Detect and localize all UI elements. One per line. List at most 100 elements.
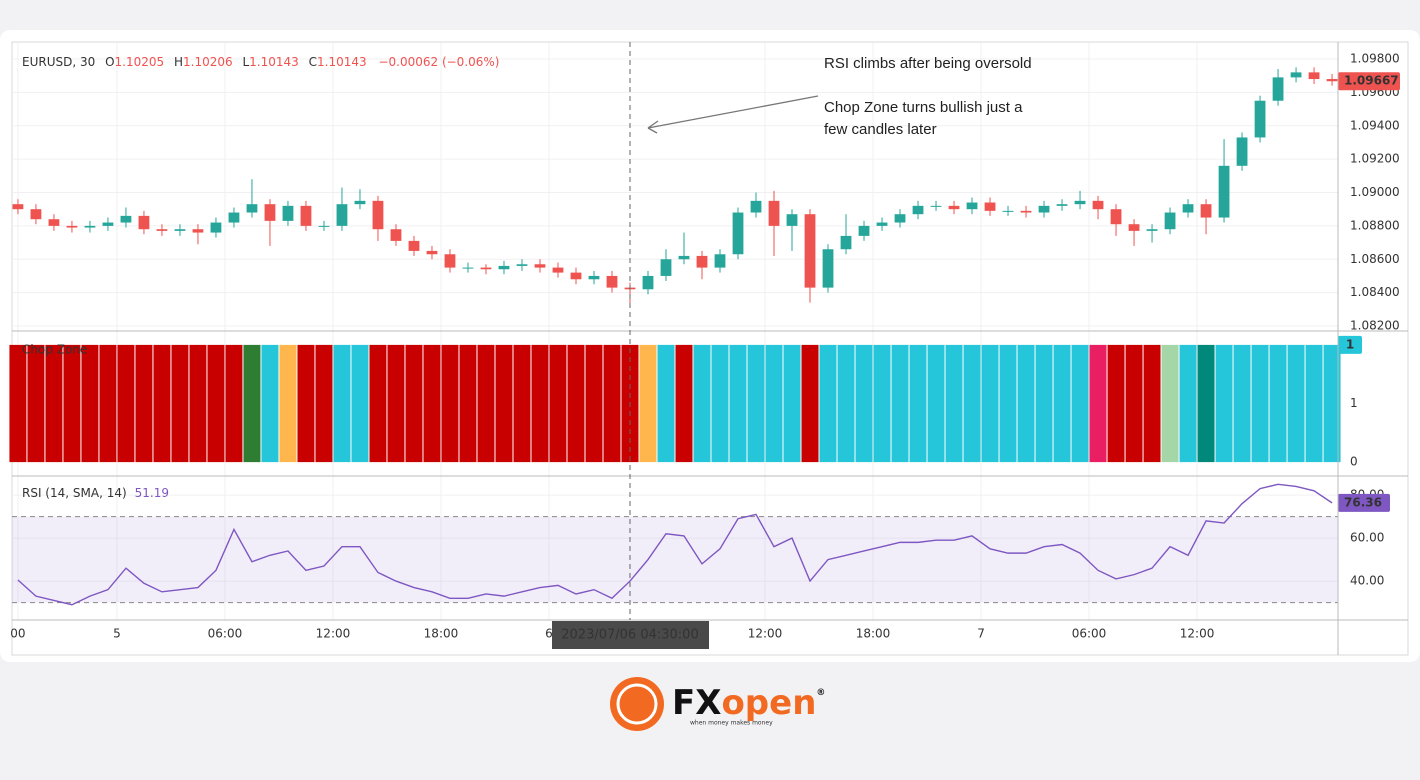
candle-body bbox=[1218, 165, 1230, 218]
candle-body bbox=[300, 205, 312, 226]
chop-bar bbox=[315, 344, 333, 463]
chop-bar bbox=[171, 344, 189, 463]
annotation: RSI climbs after being oversold bbox=[824, 55, 1032, 72]
candle-body bbox=[228, 212, 240, 223]
y-tick-label: 1.08400 bbox=[1350, 285, 1400, 299]
chop-bar bbox=[1179, 344, 1197, 463]
ohlc-value: 1.10143 bbox=[249, 55, 299, 69]
ohlc-value: 1.10206 bbox=[183, 55, 233, 69]
candle-body bbox=[174, 229, 186, 231]
y-tick-label: 40.00 bbox=[1350, 574, 1384, 588]
candle-body bbox=[138, 215, 150, 230]
chop-bar bbox=[189, 344, 207, 463]
candle-body bbox=[444, 254, 456, 268]
y-tick-label: 1.08600 bbox=[1350, 252, 1400, 266]
brand-fx: FX bbox=[672, 683, 721, 723]
candle-body bbox=[930, 205, 942, 207]
candle-body bbox=[516, 264, 528, 266]
candle-body bbox=[606, 275, 618, 288]
x-tick-label: 6 bbox=[545, 627, 553, 641]
ohlc-label: C bbox=[309, 55, 317, 69]
chop-bar bbox=[747, 344, 765, 463]
chop-bar bbox=[693, 344, 711, 463]
chop-bar bbox=[891, 344, 909, 463]
chop-bar bbox=[1143, 344, 1161, 463]
chop-bar bbox=[657, 344, 675, 463]
chop-bar bbox=[1233, 344, 1251, 463]
candle-body bbox=[912, 205, 924, 215]
chop-bar bbox=[1107, 344, 1125, 463]
chop-last-tag bbox=[1338, 335, 1362, 354]
candle-body bbox=[1272, 77, 1284, 101]
rsi-title: RSI (14, SMA, 14) bbox=[22, 486, 127, 500]
x-tick-label: 12:00 bbox=[316, 627, 351, 641]
candle-body bbox=[876, 222, 888, 226]
chop-bar bbox=[1035, 344, 1053, 463]
candle-body bbox=[48, 219, 60, 226]
logo-emblem-ring bbox=[616, 683, 658, 725]
chop-bar bbox=[711, 344, 729, 463]
chop-bar bbox=[351, 344, 369, 463]
x-tick-label: 06:00 bbox=[208, 627, 243, 641]
candle-body bbox=[390, 229, 402, 241]
candle-body bbox=[1326, 79, 1338, 82]
y-tick-label: 60.00 bbox=[1350, 531, 1384, 545]
candle-body bbox=[318, 225, 330, 227]
chop-bar bbox=[1251, 344, 1269, 463]
candle-body bbox=[462, 267, 474, 269]
y-tick-label: 1.09800 bbox=[1350, 52, 1400, 66]
chop-bar bbox=[873, 344, 891, 463]
candle-body bbox=[966, 202, 978, 210]
candle-body bbox=[1002, 210, 1014, 212]
candle-body bbox=[642, 275, 654, 290]
y-tick-label: 1.08200 bbox=[1350, 318, 1400, 332]
chop-bar bbox=[963, 344, 981, 463]
y-tick-label: 1.08800 bbox=[1350, 218, 1400, 232]
chop-bar bbox=[117, 344, 135, 463]
candle-body bbox=[588, 275, 600, 280]
chop-bar bbox=[837, 344, 855, 463]
candle-body bbox=[948, 205, 960, 210]
chop-bar bbox=[1125, 344, 1143, 463]
candle-body bbox=[1236, 137, 1248, 166]
candle-body bbox=[1200, 204, 1212, 218]
chop-bar bbox=[1017, 344, 1035, 463]
x-tick-label: 12:00 bbox=[1180, 627, 1215, 641]
y-tick-label: 1 bbox=[1350, 396, 1358, 410]
crosshair-label: 2023/07/06 04:30:00 bbox=[561, 628, 698, 643]
candle-body bbox=[1254, 100, 1266, 138]
chop-bar bbox=[765, 344, 783, 463]
candle-body bbox=[1308, 72, 1320, 80]
candle-body bbox=[1146, 229, 1158, 231]
x-tick-label: 18:00 bbox=[856, 627, 891, 641]
candle-body bbox=[336, 204, 348, 226]
ohlc-label: L bbox=[242, 55, 249, 69]
candle-body bbox=[372, 200, 384, 230]
annotation: few candles later bbox=[824, 121, 937, 138]
chop-zone-title: Chop Zone bbox=[22, 343, 87, 357]
candle-body bbox=[552, 267, 564, 273]
rsi-line bbox=[17, 483, 1333, 606]
chop-bar bbox=[675, 344, 693, 463]
candle-body bbox=[768, 200, 780, 226]
candle-body bbox=[246, 204, 258, 213]
brand-open: open bbox=[721, 683, 816, 723]
rsi-last-label: 76.36 bbox=[1344, 495, 1382, 509]
rsi-current: 51.19 bbox=[135, 486, 169, 500]
chop-bar bbox=[909, 344, 927, 463]
candle-body bbox=[84, 225, 96, 228]
chop-bar bbox=[387, 344, 405, 463]
rsi-last-tag bbox=[1338, 493, 1390, 512]
chop-bar bbox=[27, 344, 45, 463]
candle-body bbox=[1110, 209, 1122, 225]
candle-body bbox=[822, 249, 834, 288]
x-tick-label: 18:00 bbox=[424, 627, 459, 641]
chop-bar bbox=[585, 344, 603, 463]
crosshair-label-box bbox=[551, 621, 709, 649]
rsi-header: RSI (14, SMA, 14) 51.19 bbox=[22, 486, 169, 500]
candle-body bbox=[354, 200, 366, 205]
candle-body bbox=[696, 255, 708, 268]
candle-body bbox=[1038, 205, 1050, 213]
chop-bar bbox=[297, 344, 315, 463]
y-tick-label: 1.09000 bbox=[1350, 185, 1400, 199]
